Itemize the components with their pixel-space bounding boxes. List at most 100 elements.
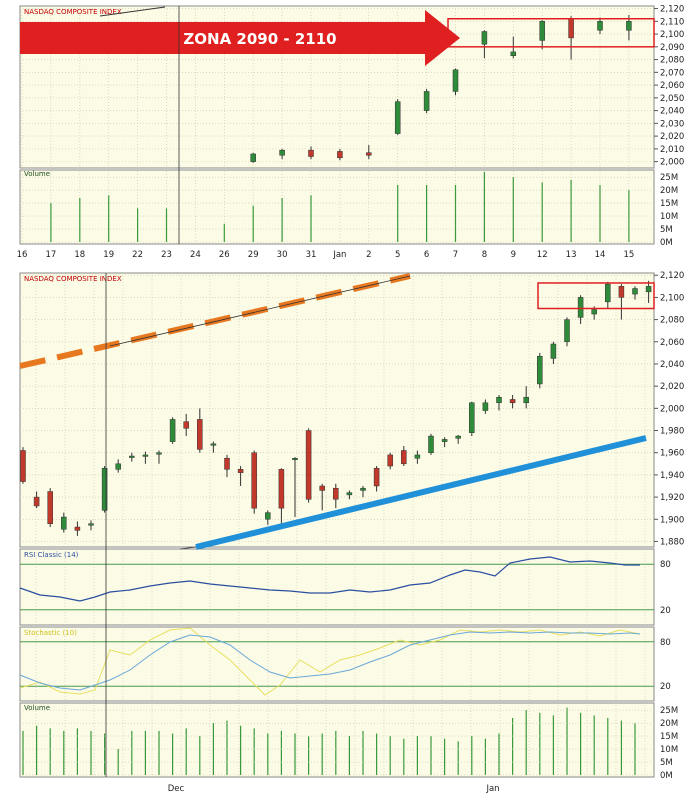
bottom-candle — [292, 458, 298, 461]
zona-arrow — [20, 10, 460, 66]
bottom-candle — [88, 523, 94, 526]
top-trend-line — [99, 6, 166, 17]
bottom-ytick-label: 1,940 — [660, 471, 684, 481]
bottom-price-axis: 2,120 2,100 2,080 2,060 2,040 2,020 2,000 1,980… — [654, 271, 684, 547]
top-volume-bars — [50, 172, 630, 242]
upper-trend-thin — [109, 275, 411, 347]
bottom-candle — [591, 309, 597, 315]
rsi-title: RSI Classic (14) — [24, 551, 79, 559]
top-ytick-label: 2,070 — [660, 68, 684, 78]
bottom-candle — [496, 396, 502, 404]
bottom-volume-axis: 25M 20M 15M 10M 5M 0M — [20, 706, 678, 781]
top-candle — [539, 21, 545, 41]
bottom-candle — [428, 435, 434, 453]
top-candle — [366, 152, 372, 156]
bottom-candle — [61, 516, 67, 530]
bottom-ytick-label: 1,900 — [660, 515, 684, 525]
bottom-candle — [156, 452, 162, 455]
stochastic-panel — [19, 626, 655, 702]
bottom-volume-panel — [19, 702, 655, 778]
top-x-label: 17 — [45, 250, 56, 260]
bottom-candle — [129, 455, 135, 458]
bottom-candles — [20, 280, 652, 536]
top-vol-tick-label: 0M — [660, 238, 673, 248]
top-x-label: 13 — [566, 250, 577, 260]
bottom-ytick-label: 2,120 — [660, 271, 684, 281]
bottom-candle — [333, 487, 339, 500]
bottom-vol-tick-label: 5M — [660, 758, 673, 768]
bottom-candle — [577, 297, 584, 318]
bottom-candle — [33, 496, 40, 507]
stoch-d-line — [19, 631, 641, 691]
bottom-candle — [346, 492, 353, 496]
top-price-axis: 2,120 2,110 2,100 2,090 2,080 2,070 2,060 2,050… — [654, 5, 684, 168]
bottom-x-label-jan: Jan — [485, 784, 499, 794]
top-x-label: 24 — [190, 250, 201, 260]
top-ytick-label: 2,030 — [660, 119, 684, 129]
top-x-label: 31 — [306, 250, 317, 260]
bottom-candle — [605, 283, 611, 303]
bottom-candle — [101, 467, 108, 511]
bottom-volume-title: Volume — [24, 704, 50, 712]
top-x-label: 29 — [248, 250, 259, 260]
top-ytick-label: 2,100 — [660, 30, 684, 40]
bottom-candle — [319, 485, 325, 491]
top-x-label: Jan — [332, 250, 346, 260]
bottom-grid — [20, 273, 654, 777]
top-volume-axis: 25M 20M 15M 10M 5M 0M — [20, 173, 678, 248]
top-x-label: 12 — [537, 250, 548, 260]
bottom-candle — [441, 439, 448, 442]
bottom-candle — [632, 288, 638, 295]
bottom-candle — [469, 402, 475, 433]
bottom-vol-tick-label: 0M — [660, 771, 673, 781]
bottom-chart-title: NASDAQ COMPOSITE INDEX — [24, 275, 122, 283]
upper-trend-line — [19, 273, 411, 369]
bottom-candle — [455, 435, 461, 439]
top-x-label: 23 — [161, 250, 172, 260]
top-x-label: 15 — [623, 250, 634, 260]
top-ytick-label: 2,090 — [660, 43, 684, 53]
top-grid — [20, 8, 654, 162]
bottom-candle — [169, 419, 176, 442]
bottom-candle — [414, 454, 421, 459]
zona-label: ZONA 2090 - 2110 — [183, 30, 336, 48]
top-candle — [597, 21, 603, 31]
support-trend-line — [195, 435, 647, 550]
top-candle — [481, 31, 488, 45]
top-x-label: 22 — [132, 250, 143, 260]
top-x-label: 16 — [17, 250, 28, 260]
top-x-label: 19 — [103, 250, 114, 260]
rsi-panel-content: 80 20 — [19, 556, 671, 616]
top-candle — [626, 21, 632, 31]
rsi-tick-label: 20 — [660, 606, 671, 616]
top-candle — [568, 18, 574, 39]
bottom-ytick-label: 2,080 — [660, 316, 684, 326]
top-x-label: 8 — [482, 250, 487, 260]
bottom-candle — [401, 450, 407, 465]
bottom-ytick-label: 1,880 — [660, 537, 684, 547]
top-ytick-label: 2,080 — [660, 56, 684, 66]
bottom-ytick-label: 2,020 — [660, 382, 684, 392]
top-candles — [250, 14, 632, 163]
bottom-candle — [550, 343, 557, 359]
bottom-candle — [618, 286, 625, 298]
bottom-ytick-label: 1,960 — [660, 449, 684, 459]
rsi-line — [19, 556, 640, 602]
bottom-ytick-label: 2,100 — [660, 293, 684, 303]
bottom-candle — [523, 396, 529, 404]
bottom-candle — [142, 454, 149, 457]
top-ytick-label: 2,060 — [660, 81, 684, 91]
top-x-label: 7 — [453, 250, 458, 260]
top-vol-tick-label: 5M — [660, 225, 673, 235]
bottom-ytick-label: 2,060 — [660, 338, 684, 348]
rsi-tick-label: 80 — [660, 560, 671, 570]
bottom-vol-tick-label: 25M — [660, 706, 678, 716]
top-x-label: 9 — [511, 250, 516, 260]
top-vol-tick-label: 20M — [660, 186, 678, 196]
bottom-ytick-label: 2,000 — [660, 404, 684, 414]
top-ytick-label: 2,000 — [660, 158, 684, 168]
bottom-price-panel — [19, 272, 655, 548]
top-candle — [337, 151, 343, 159]
top-ytick-label: 2,010 — [660, 145, 684, 155]
